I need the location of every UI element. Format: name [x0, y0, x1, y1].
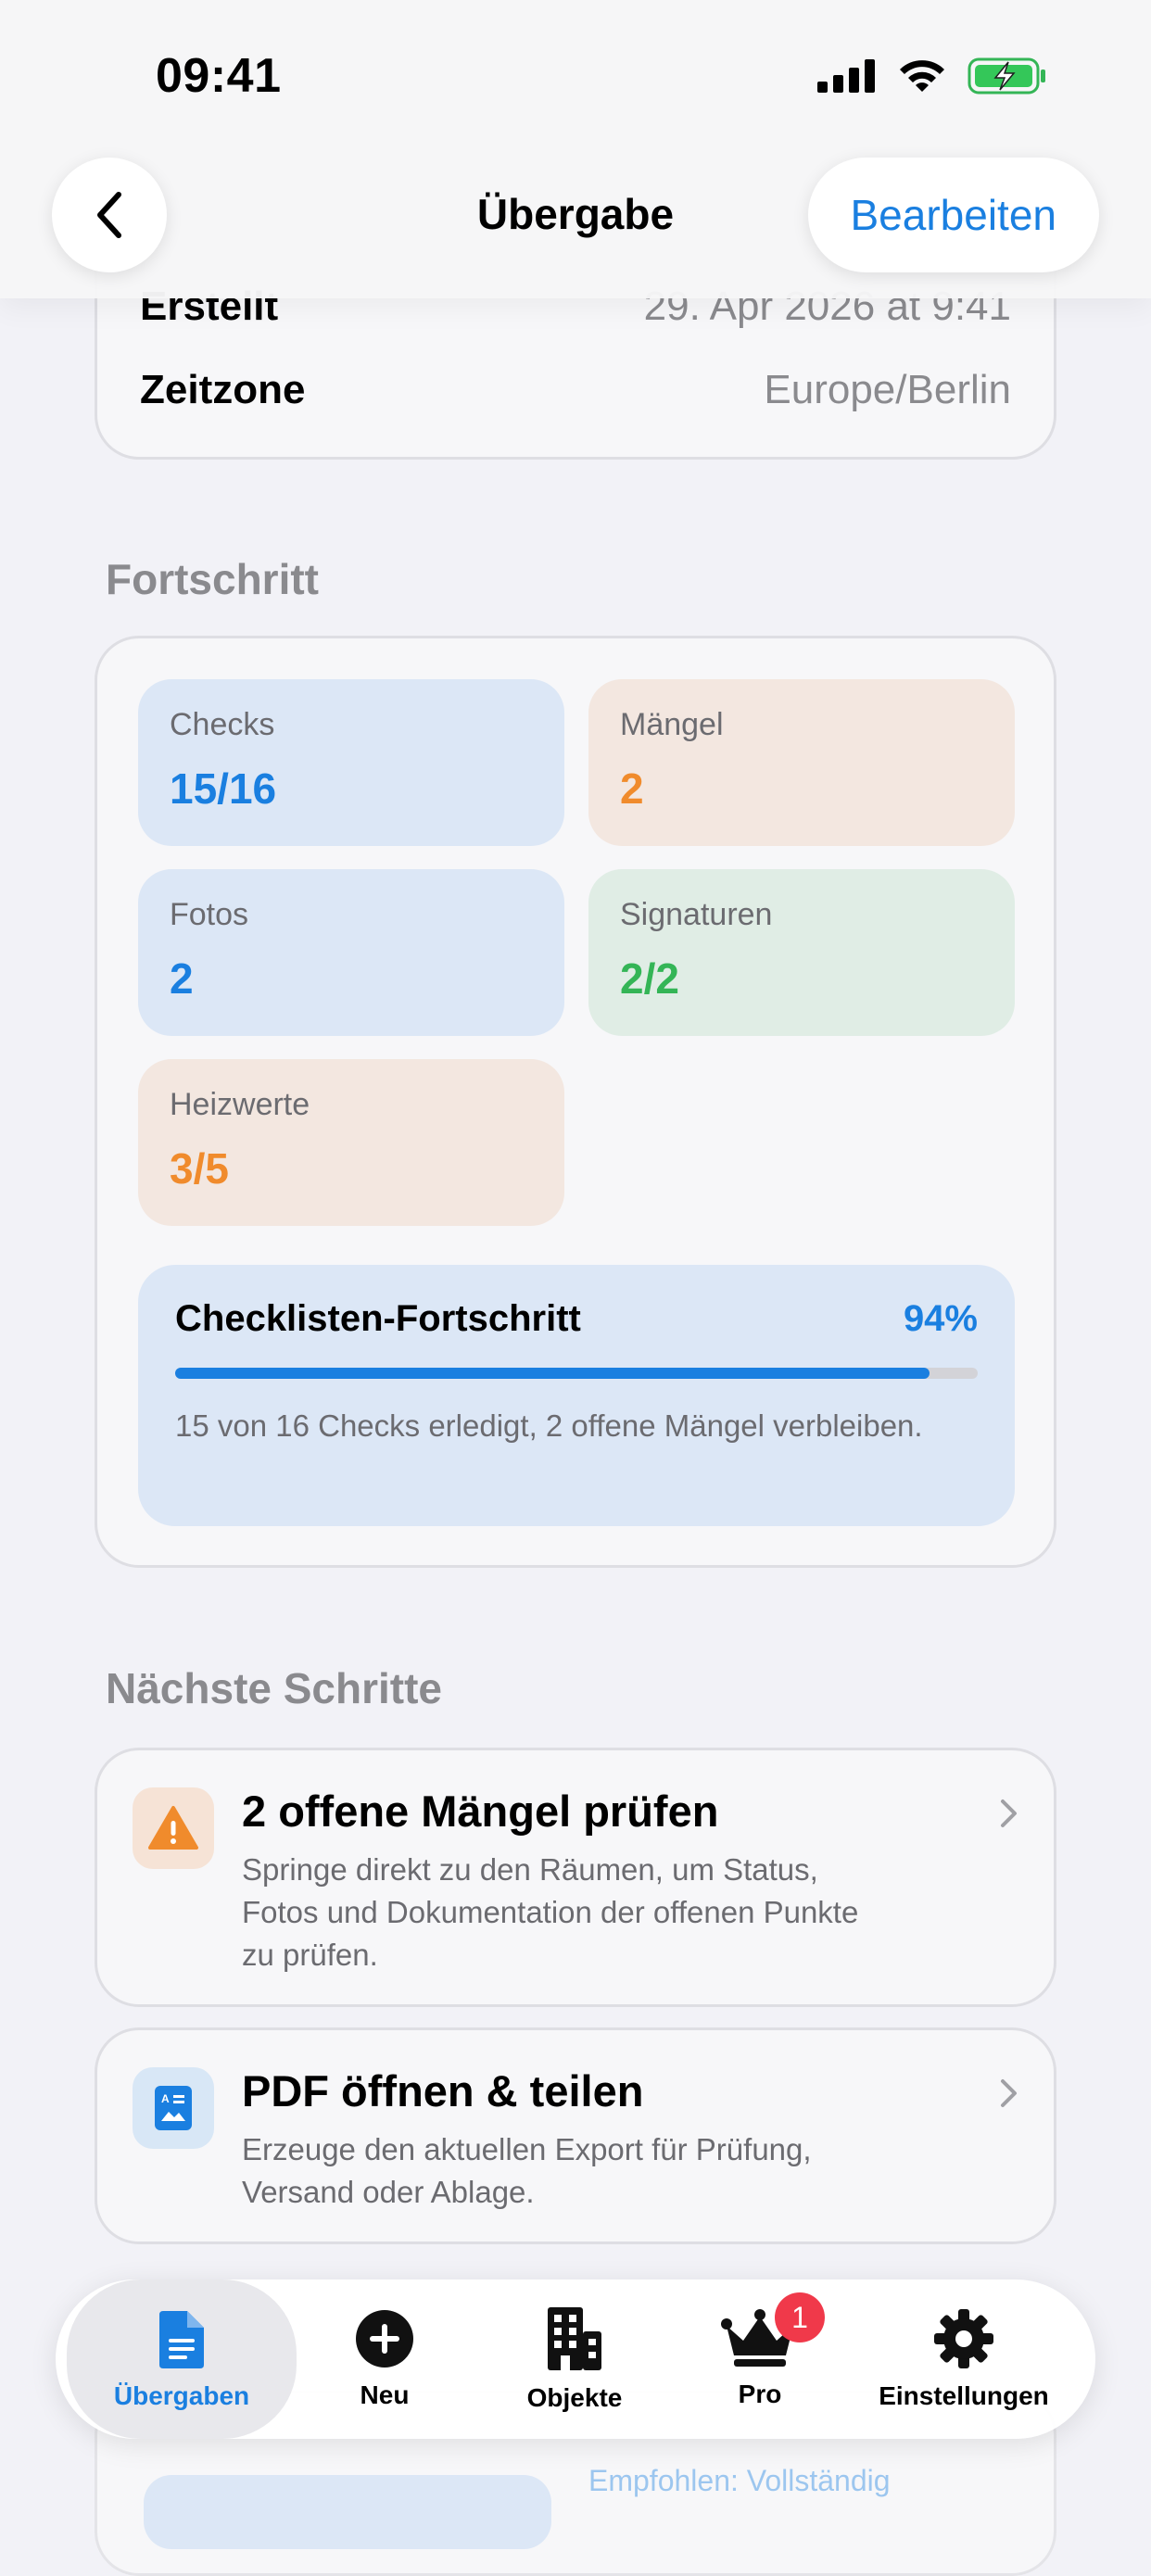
page-title: Übergabe [476, 190, 675, 238]
wifi-icon [900, 60, 944, 92]
chevron-right-icon [1001, 1799, 1017, 1827]
plus-circle-icon [356, 2310, 413, 2368]
step-description: Springe direkt zu den Räumen, um Status,… [242, 1852, 859, 1972]
photos-tile[interactable]: Fotos 2 [138, 869, 564, 1036]
tile-label: Mängel [620, 707, 724, 742]
tab-label: Neu [360, 2380, 410, 2409]
cellular-signal-icon [817, 59, 875, 93]
timezone-row: Zeitzone Europe/Berlin [140, 367, 1011, 413]
step-title: 2 offene Mängel prüfen [242, 1787, 719, 1836]
signatures-tile[interactable]: Signaturen 2/2 [588, 869, 1015, 1036]
checklist-progress-box: Checklisten-Fortschritt 94% 15 von 16 Ch… [138, 1265, 1015, 1526]
timezone-value: Europe/Berlin [764, 367, 1011, 412]
status-icons [817, 57, 1047, 95]
tab-label: Übergaben [113, 2381, 250, 2410]
peek-pill [144, 2475, 551, 2549]
tab-settings[interactable]: Einstellungen [853, 2279, 1075, 2439]
tab-pro[interactable]: Pro 1 [695, 2279, 825, 2439]
tab-new[interactable]: Neu [334, 2279, 436, 2439]
review-defects-card[interactable]: 2 offene Mängel prüfen Springe direkt zu… [95, 1748, 1056, 2007]
document-icon [159, 2311, 204, 2368]
timezone-label: Zeitzone [140, 367, 306, 412]
back-button[interactable] [52, 158, 167, 272]
tab-bar: Übergaben Neu Objekte [56, 2279, 1095, 2439]
step-title: PDF öffnen & teilen [242, 2066, 644, 2115]
tile-label: Signaturen [620, 897, 773, 932]
tab-label: Objekte [526, 2383, 623, 2412]
tile-value: 3/5 [170, 1144, 229, 1193]
checklist-progress-description: 15 von 16 Checks erledigt, 2 offene Mäng… [175, 1408, 923, 1443]
progress-bar [175, 1368, 978, 1379]
heating-values-tile[interactable]: Heizwerte 3/5 [138, 1059, 564, 1226]
tile-label: Checks [170, 707, 275, 742]
open-share-pdf-card[interactable]: A PDF öffnen & teilen Erzeuge den aktuel… [95, 2027, 1056, 2244]
tab-label: Einstellungen [879, 2381, 1049, 2410]
defects-tile[interactable]: Mängel 2 [588, 679, 1015, 846]
battery-charging-icon [968, 57, 1045, 95]
document-icon: A [133, 2067, 214, 2149]
tile-value: 2 [620, 764, 644, 813]
svg-text:A: A [161, 2092, 170, 2105]
next-steps-section-title: Nächste Schritte [106, 1664, 443, 1712]
progress-section-title: Fortschritt [106, 555, 319, 603]
gear-icon [934, 2309, 993, 2368]
top-bar: 09:41 Übergabe Bearbeiten [0, 0, 1151, 298]
edit-button[interactable]: Bearbeiten [807, 158, 1099, 272]
tab-handovers[interactable]: Übergaben [67, 2279, 297, 2439]
building-icon [548, 2307, 601, 2370]
checklist-progress-percent: 94% [903, 1298, 978, 1339]
warning-icon [133, 1787, 214, 1869]
tile-value: 15/16 [170, 764, 277, 813]
progress-card: Checks 15/16 Mängel 2 Fotos 2 Signaturen… [95, 636, 1056, 1568]
status-time: 09:41 [156, 49, 282, 103]
checks-tile[interactable]: Checks 15/16 [138, 679, 564, 846]
peek-text: Empfohlen: Vollständig [588, 2464, 891, 2497]
tile-label: Heizwerte [170, 1087, 310, 1122]
checklist-progress-title: Checklisten-Fortschritt [175, 1298, 581, 1339]
step-description: Erzeuge den aktuellen Export für Prüfung… [242, 2132, 812, 2209]
tile-value: 2 [170, 954, 194, 1003]
tile-value: 2/2 [620, 954, 679, 1003]
notification-badge: 1 [775, 2292, 825, 2342]
tab-label: Pro [738, 2380, 782, 2408]
chevron-left-icon [97, 192, 121, 238]
chevron-right-icon [1001, 2079, 1017, 2107]
progress-bar-fill [175, 1368, 930, 1379]
tile-label: Fotos [170, 897, 249, 932]
tab-properties[interactable]: Objekte [491, 2279, 658, 2439]
